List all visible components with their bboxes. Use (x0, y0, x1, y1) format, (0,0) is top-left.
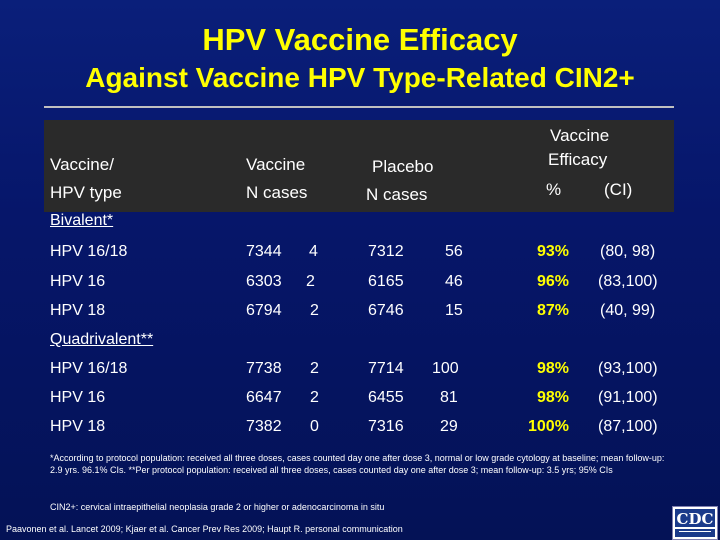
row-vaccine-n: 6794 (246, 302, 282, 319)
row-placebo-cases: 100 (432, 360, 459, 377)
row-type: HPV 18 (50, 418, 106, 435)
row-efficacy: 98% (537, 389, 570, 406)
header-vaccine-line1: Vaccine (246, 155, 306, 174)
row-type: HPV 16/18 (50, 360, 128, 377)
header-efficacy-line2: Efficacy (548, 150, 608, 169)
row-efficacy: 87% (537, 302, 570, 319)
cdc-logo-box: CDC (675, 509, 715, 537)
slide-title: HPV Vaccine Efficacy (202, 22, 518, 57)
row-vaccine-n: 6647 (246, 389, 282, 406)
header-efficacy-line1: Vaccine (550, 126, 610, 145)
row-type: HPV 16 (50, 273, 106, 290)
header-vaccine-line2: N cases (246, 183, 308, 202)
row-vaccine-n: 6303 (246, 273, 282, 290)
definition-note: CIN2+: cervical intraepithelial neoplasi… (50, 502, 385, 512)
cdc-logo-text: CDC (676, 510, 714, 528)
row-type: HPV 16 (50, 389, 106, 406)
row-placebo-cases: 29 (440, 418, 458, 435)
section-bivalent: Bivalent* (50, 212, 114, 229)
row-vaccine-cases: 4 (309, 243, 318, 260)
row-type: HPV 16/18 (50, 243, 128, 260)
header-placebo-line2: N cases (366, 185, 428, 204)
row-vaccine-n: 7382 (246, 418, 282, 435)
row-placebo-cases: 46 (445, 273, 463, 290)
row-placebo-n: 6746 (368, 302, 404, 319)
row-vaccine-cases: 2 (310, 389, 319, 406)
row-ci: (87,100) (598, 418, 658, 435)
row-placebo-n: 6455 (368, 389, 404, 406)
row-placebo-cases: 56 (445, 243, 463, 260)
row-vaccine-cases: 0 (310, 418, 319, 435)
slide-subtitle: Against Vaccine HPV Type-Related CIN2+ (85, 62, 635, 93)
row-efficacy: 100% (528, 418, 569, 435)
row-placebo-cases: 15 (445, 302, 463, 319)
header-vaccine-type-line2: HPV type (50, 183, 122, 202)
table-header-panel (44, 120, 674, 212)
footnote: *According to protocol population: recei… (50, 453, 665, 475)
header-vaccine-type-line1: Vaccine/ (50, 155, 114, 174)
row-placebo-cases: 81 (440, 389, 458, 406)
row-ci: (83,100) (598, 273, 658, 290)
section-quadrivalent: Quadrivalent** (50, 331, 154, 348)
row-efficacy: 93% (537, 243, 570, 260)
row-ci: (40, 99) (600, 302, 656, 319)
citation: Paavonen et al. Lancet 2009; Kjaer et al… (6, 524, 403, 534)
row-vaccine-cases: 2 (306, 273, 315, 290)
cdc-logo-rule (675, 527, 715, 529)
cdc-logo: CDC (672, 506, 718, 540)
row-ci: (93,100) (598, 360, 658, 377)
row-placebo-n: 7312 (368, 243, 404, 260)
cdc-logo-rule-small (679, 531, 711, 532)
row-placebo-n: 7316 (368, 418, 404, 435)
row-vaccine-cases: 2 (310, 302, 319, 319)
row-ci: (91,100) (598, 389, 658, 406)
header-efficacy-pct: % (546, 180, 562, 199)
title-divider (44, 106, 674, 108)
row-efficacy: 96% (537, 273, 570, 290)
header-efficacy-ci: (CI) (604, 180, 633, 199)
row-type: HPV 18 (50, 302, 106, 319)
row-vaccine-cases: 2 (310, 360, 319, 377)
row-vaccine-n: 7344 (246, 243, 282, 260)
row-placebo-n: 7714 (368, 360, 404, 377)
row-placebo-n: 6165 (368, 273, 404, 290)
row-efficacy: 98% (537, 360, 570, 377)
row-vaccine-n: 7738 (246, 360, 282, 377)
row-ci: (80, 98) (600, 243, 656, 260)
header-placebo-line1: Placebo (372, 157, 434, 176)
